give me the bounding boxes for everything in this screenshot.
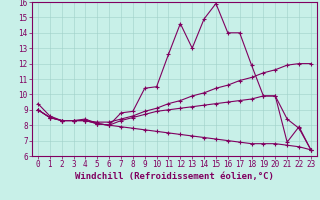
X-axis label: Windchill (Refroidissement éolien,°C): Windchill (Refroidissement éolien,°C) bbox=[75, 172, 274, 181]
